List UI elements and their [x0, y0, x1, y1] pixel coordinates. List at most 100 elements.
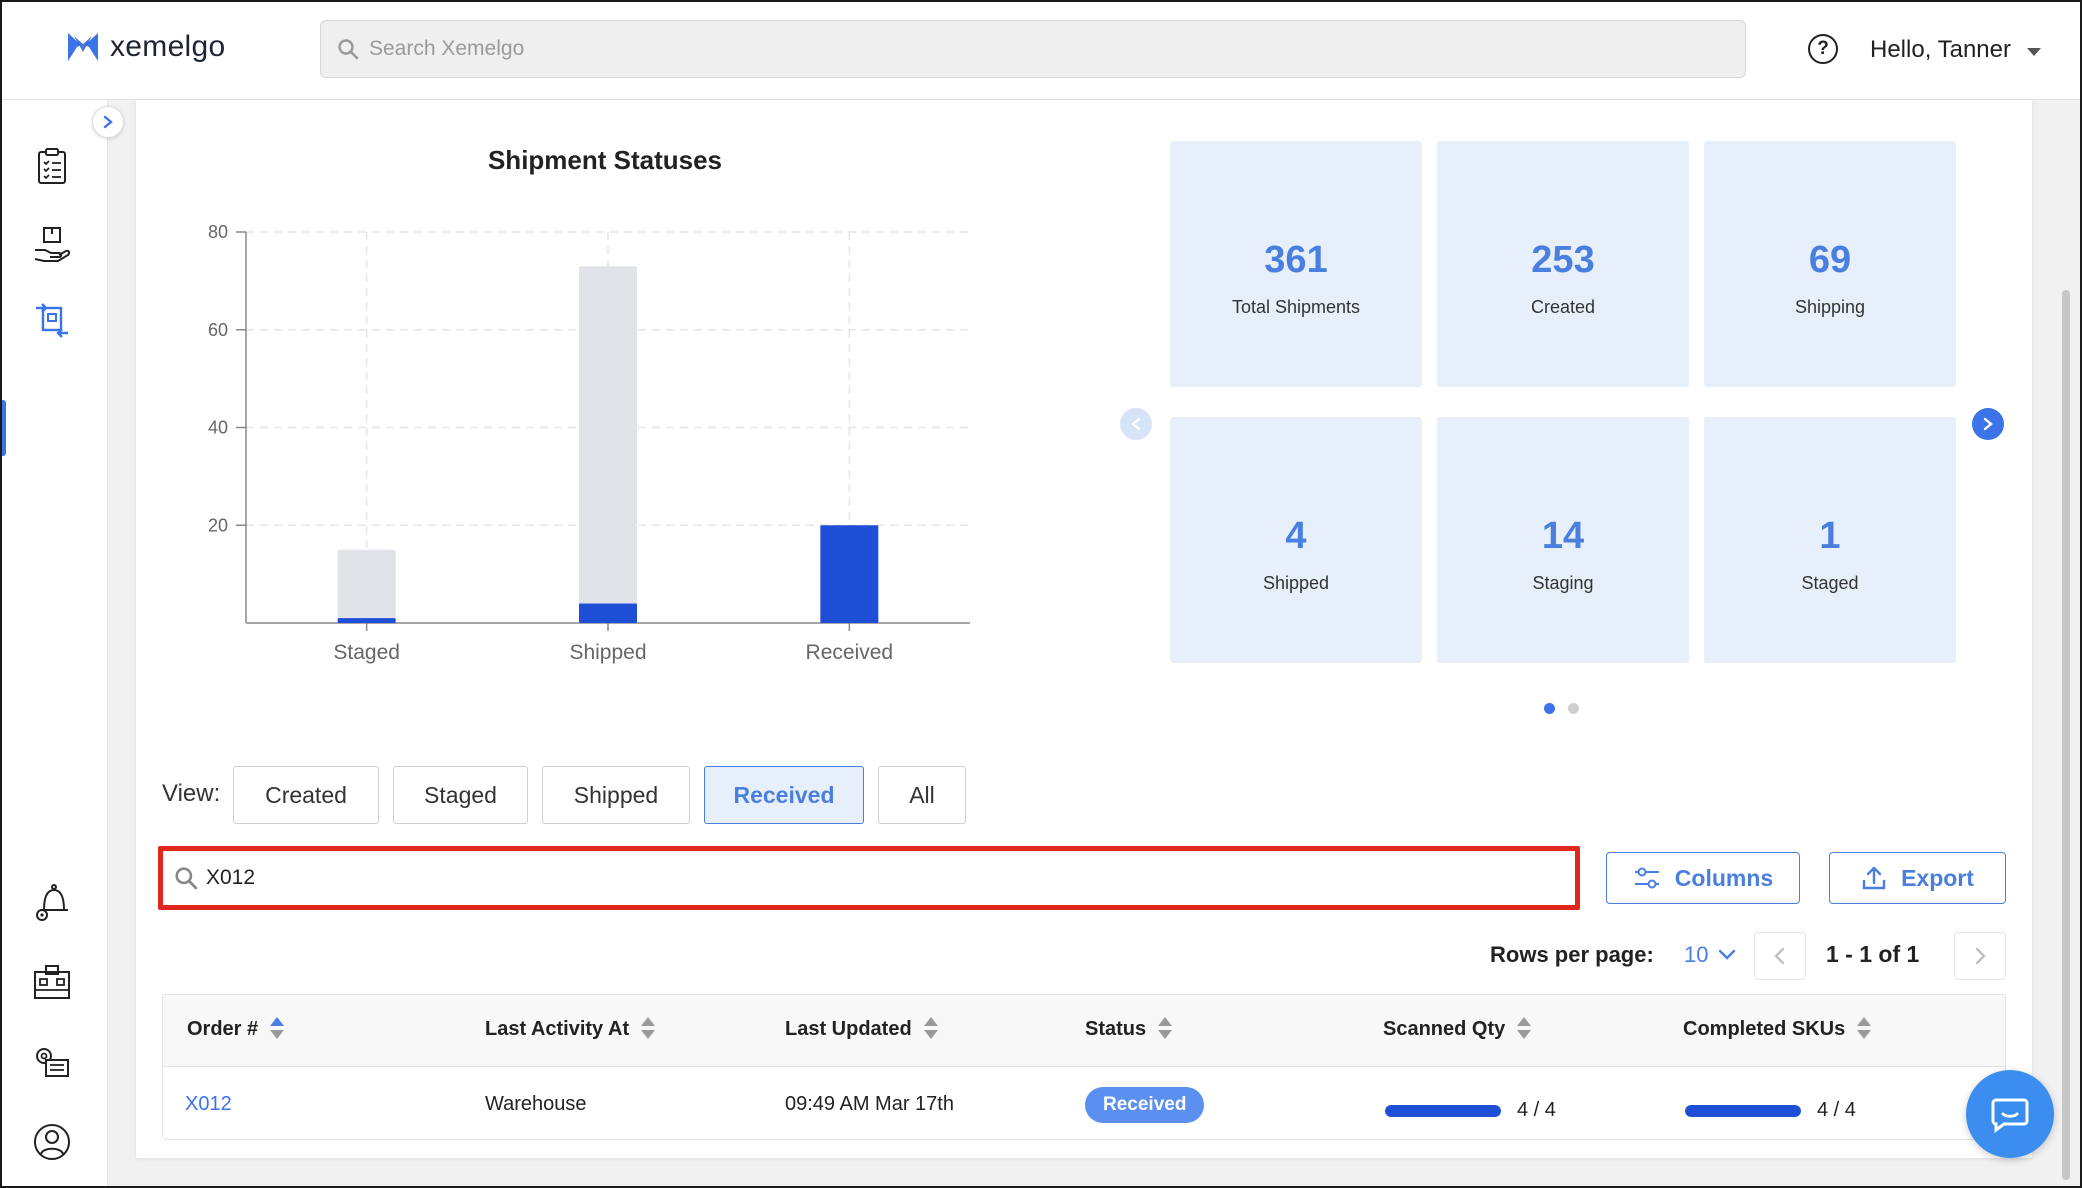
column-header-completed-skus[interactable]: Completed SKUs	[1683, 1017, 1872, 1041]
chart-title: Shipment Statuses	[487, 145, 723, 175]
chevron-right-icon	[103, 115, 113, 129]
table-row[interactable]: X012 Warehouse 09:49 AM Mar 17th Receive…	[163, 1067, 2005, 1139]
column-header-order[interactable]: Order #	[187, 1017, 285, 1041]
table-search-bar[interactable]	[166, 854, 1572, 902]
sort-icon[interactable]	[270, 1017, 285, 1041]
chart-x-tick-label: Received	[806, 641, 894, 664]
rows-per-page-value: 10	[1684, 942, 1709, 967]
columns-button[interactable]: Columns	[1606, 852, 1800, 904]
export-button-label: Export	[1901, 864, 1974, 891]
stat-value: 69	[1808, 239, 1852, 281]
clipboard-list-icon[interactable]	[32, 146, 72, 186]
sort-icon[interactable]	[1158, 1017, 1173, 1041]
stat-tile-staging[interactable]: 14 Staging	[1437, 417, 1689, 663]
sort-icon[interactable]	[1517, 1017, 1532, 1041]
carousel-dot-1[interactable]	[1544, 703, 1555, 714]
completed-skus-cell: 4 / 4	[1685, 1099, 1856, 1122]
app-logo[interactable]: xemelgo	[66, 30, 226, 64]
next-page-button[interactable]	[1954, 932, 2006, 980]
stat-label: Created	[1530, 297, 1596, 317]
upload-icon	[1862, 866, 1886, 890]
table-header: Order # Last Activity At Last Updated St…	[163, 995, 2005, 1067]
table-search-input[interactable]	[206, 866, 1526, 890]
prev-page-button[interactable]	[1754, 932, 1806, 980]
scanned-qty-cell: 4 / 4	[1385, 1099, 1556, 1122]
shipments-table: Order # Last Activity At Last Updated St…	[162, 994, 2006, 1140]
view-option-received[interactable]: Received	[704, 766, 864, 824]
chart-bar-staged	[337, 618, 396, 623]
user-greeting: Hello, Tanner	[1870, 36, 2011, 63]
column-header-label: Last Activity At	[485, 1017, 630, 1040]
sort-icon[interactable]	[1857, 1017, 1872, 1041]
transfer-box-icon[interactable]	[32, 300, 72, 340]
view-option-created[interactable]: Created	[233, 766, 379, 824]
user-circle-icon[interactable]	[32, 1122, 72, 1162]
sidebar-expand-button[interactable]	[92, 106, 124, 138]
chevron-left-icon	[1774, 947, 1785, 965]
column-header-label: Last Updated	[785, 1017, 912, 1040]
chart-bar-shipped	[579, 266, 637, 623]
sidebar	[0, 100, 108, 1188]
order-link[interactable]: X012	[185, 1093, 232, 1115]
chevron-right-icon	[1975, 947, 1986, 965]
chevron-down-icon	[1719, 949, 1736, 960]
rows-per-page-select[interactable]: 10	[1684, 942, 1736, 968]
search-highlight-box	[158, 846, 1580, 910]
carousel-dot-2[interactable]	[1568, 703, 1579, 714]
logo-text: xemelgo	[110, 30, 226, 63]
column-header-scanned-qty[interactable]: Scanned Qty	[1383, 1017, 1532, 1041]
chart-y-tick-label: 60	[208, 320, 228, 340]
column-header-label: Scanned Qty	[1383, 1017, 1506, 1040]
scanned-progress-bar	[1385, 1104, 1501, 1117]
status-badge: Received	[1085, 1087, 1205, 1123]
column-header-label: Status	[1085, 1017, 1147, 1040]
chart-bar-shipped	[579, 603, 637, 623]
export-button[interactable]: Export	[1829, 852, 2006, 904]
stat-tile-staged[interactable]: 1 Staged	[1704, 417, 1956, 663]
stat-tile-shipping[interactable]: 69 Shipping	[1704, 141, 1956, 387]
chart-y-tick-label: 20	[208, 515, 228, 535]
columns-button-label: Columns	[1674, 864, 1774, 891]
column-header-label: Completed SKUs	[1683, 1017, 1846, 1040]
stat-value: 4	[1285, 515, 1307, 557]
chart-y-tick-label: 80	[208, 222, 228, 242]
view-option-shipped[interactable]: Shipped	[542, 766, 690, 824]
global-search-bar[interactable]	[320, 20, 1746, 78]
chat-support-button[interactable]	[1966, 1070, 2054, 1158]
view-option-staged[interactable]: Staged	[393, 766, 528, 824]
chevron-left-icon	[1131, 417, 1141, 431]
building-icon[interactable]	[32, 962, 72, 1002]
stat-value: 361	[1264, 239, 1328, 281]
column-header-last-updated[interactable]: Last Updated	[785, 1017, 938, 1041]
stat-tile-created[interactable]: 253 Created	[1437, 141, 1689, 387]
chart-bar-received	[820, 525, 879, 623]
carousel-next-button[interactable]	[1972, 408, 2004, 440]
user-menu[interactable]: Hello, Tanner	[1870, 36, 2041, 64]
chart-y-tick-label: 40	[208, 418, 228, 438]
question-circle-icon[interactable]: ?	[1808, 34, 1838, 64]
sort-icon[interactable]	[923, 1017, 938, 1041]
sort-icon[interactable]	[641, 1017, 656, 1041]
carousel-prev-button[interactable]	[1120, 408, 1152, 440]
completed-progress-fill	[1685, 1104, 1801, 1117]
bell-gear-icon[interactable]	[32, 882, 72, 922]
gear-list-icon[interactable]	[32, 1042, 72, 1082]
chevron-right-icon	[1983, 417, 1993, 431]
scrollbar[interactable]	[2062, 290, 2070, 1180]
search-icon	[175, 867, 198, 890]
last-updated-cell: 09:49 AM Mar 17th	[785, 1093, 954, 1115]
hand-box-icon[interactable]	[32, 224, 72, 264]
sliders-icon	[1634, 867, 1659, 889]
stat-value: 14	[1541, 515, 1585, 557]
global-search-input[interactable]	[369, 37, 1669, 61]
column-header-status[interactable]: Status	[1085, 1017, 1173, 1041]
stat-tile-total-shipments[interactable]: 361 Total Shipments	[1170, 141, 1422, 387]
column-header-label: Order #	[187, 1017, 259, 1040]
sidebar-active-indicator	[0, 400, 6, 456]
stat-label: Total Shipments	[1231, 297, 1361, 317]
view-option-all[interactable]: All	[878, 766, 966, 824]
column-header-last-activity[interactable]: Last Activity At	[485, 1017, 656, 1041]
stat-tile-shipped[interactable]: 4 Shipped	[1170, 417, 1422, 663]
completed-skus-value: 4 / 4	[1817, 1099, 1856, 1121]
rows-per-page-label: Rows per page:	[1490, 942, 1654, 967]
